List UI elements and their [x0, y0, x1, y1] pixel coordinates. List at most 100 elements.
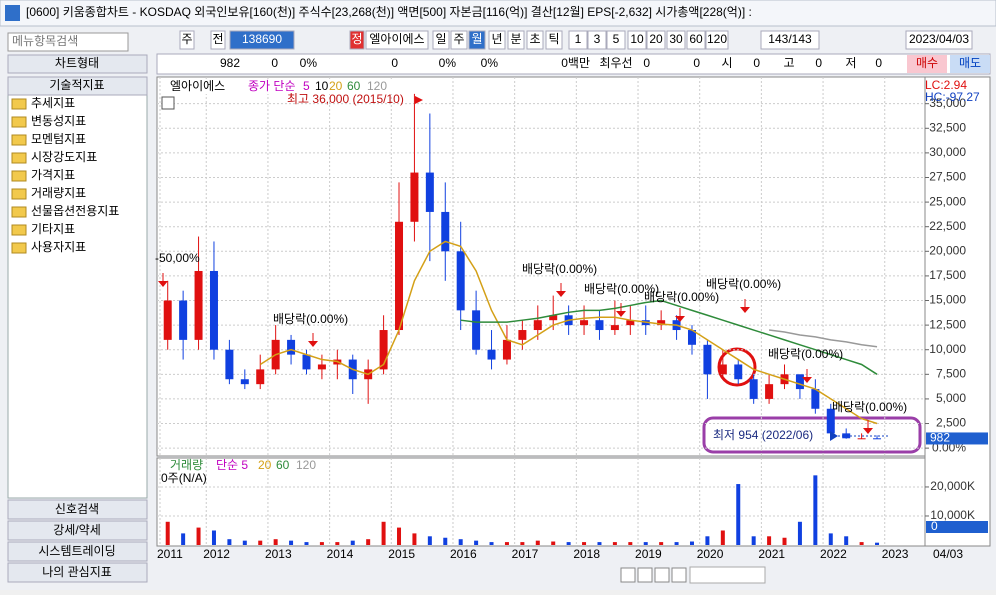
- volume-bar: [689, 541, 694, 545]
- info-value: 0%: [300, 56, 318, 70]
- toolbar-button[interactable]: [349, 30, 365, 50]
- info-value: 0: [875, 56, 882, 70]
- toolbar-label[interactable]: 143/143: [768, 32, 812, 46]
- folder-label[interactable]: 사용자지표: [31, 240, 86, 254]
- sell-button[interactable]: [950, 55, 990, 73]
- toolbar-label[interactable]: 정: [351, 32, 362, 46]
- volume-bar: [582, 542, 587, 545]
- folder-label[interactable]: 변동성지표: [31, 114, 86, 128]
- volume-bar: [520, 542, 525, 545]
- legend-item: 60: [347, 79, 361, 93]
- sidebar-button[interactable]: [7, 541, 148, 562]
- toolbar-button[interactable]: [365, 30, 429, 50]
- toolbar-button[interactable]: [468, 30, 486, 50]
- scroll-control[interactable]: [637, 567, 653, 583]
- toolbar-label[interactable]: 년: [491, 32, 502, 46]
- toolbar-label[interactable]: 1: [575, 32, 582, 46]
- toolbar-button[interactable]: [705, 30, 729, 50]
- folder-label[interactable]: 모멘텀지표: [31, 132, 86, 146]
- toolbar-button[interactable]: [666, 30, 686, 50]
- current-price-box: [926, 432, 988, 445]
- candle-body: [795, 374, 804, 390]
- sidebar-button[interactable]: [7, 520, 148, 541]
- info-value[interactable]: 매수: [916, 56, 938, 70]
- toolbar-button[interactable]: [526, 30, 544, 50]
- toolbar-label[interactable]: 틱: [548, 32, 559, 46]
- toolbar-label[interactable]: 3: [594, 32, 601, 46]
- buy-button[interactable]: [907, 55, 947, 73]
- sidebar-label[interactable]: 차트형태: [55, 56, 99, 70]
- search-box[interactable]: [7, 32, 129, 52]
- toolbar-button[interactable]: [686, 30, 706, 50]
- folder-label[interactable]: 추세지표: [31, 96, 75, 110]
- search-placeholder[interactable]: 메뉴항목검색: [12, 34, 78, 48]
- toolbar-label[interactable]: 30: [669, 32, 683, 46]
- toolbar-button[interactable]: [905, 30, 973, 50]
- sidebar-label[interactable]: 신호검색: [55, 502, 99, 516]
- toolbar-button[interactable]: [587, 30, 607, 50]
- toolbar-label[interactable]: 주: [181, 32, 192, 46]
- volume-panel: [156, 457, 926, 547]
- toolbar-button[interactable]: [179, 30, 195, 50]
- moving-average: [460, 299, 878, 375]
- sidebar-button[interactable]: [7, 76, 148, 96]
- moving-average: [768, 329, 878, 348]
- toolbar-label[interactable]: 120: [707, 32, 727, 46]
- toolbar-label[interactable]: 20: [649, 32, 663, 46]
- toolbar-button[interactable]: [432, 30, 450, 50]
- candle-body: [240, 379, 249, 385]
- toolbar-label[interactable]: 일: [435, 32, 446, 46]
- toolbar-label[interactable]: 엘아이에스: [369, 32, 424, 46]
- info-value[interactable]: 매도: [959, 56, 981, 70]
- scroll-track[interactable]: [689, 566, 766, 584]
- info-value: 0: [693, 56, 700, 70]
- toolbar-label[interactable]: 5: [613, 32, 620, 46]
- candle-body: [734, 364, 743, 380]
- sidebar-button[interactable]: [7, 499, 148, 520]
- sidebar-button[interactable]: [7, 54, 148, 74]
- scroll-control[interactable]: [620, 567, 636, 583]
- toolbar-label[interactable]: 초: [529, 32, 540, 46]
- toolbar-label[interactable]: 주: [453, 32, 464, 46]
- toolbar-button[interactable]: [450, 30, 468, 50]
- toolbar-button[interactable]: [545, 30, 563, 50]
- scroll-bar[interactable]: [157, 565, 990, 585]
- sidebar-button[interactable]: [7, 562, 148, 583]
- toolbar-label[interactable]: 분: [510, 32, 521, 46]
- sidebar-label[interactable]: 강세/약세: [53, 522, 101, 537]
- candle-body: [610, 325, 619, 331]
- volume-bar: [258, 540, 263, 545]
- folder-label[interactable]: 시장강도지표: [31, 150, 97, 164]
- scroll-control[interactable]: [671, 567, 687, 583]
- scroll-control[interactable]: [654, 567, 670, 583]
- toolbar-button[interactable]: [760, 30, 820, 50]
- toolbar-button[interactable]: [646, 30, 666, 50]
- toolbar-button[interactable]: [627, 30, 647, 50]
- folder-icon: [11, 152, 27, 164]
- folder-label[interactable]: 가격지표: [31, 168, 75, 182]
- toolbar-button[interactable]: [507, 30, 525, 50]
- toolbar-label[interactable]: 60: [689, 32, 703, 46]
- legend-item: 60: [276, 458, 290, 472]
- toolbar-label[interactable]: 2023/04/03: [909, 32, 969, 46]
- toolbar-button[interactable]: [606, 30, 626, 50]
- folder-label[interactable]: 기타지표: [31, 222, 75, 236]
- sidebar-label[interactable]: 시스템트레이딩: [38, 544, 115, 558]
- toolbar-label[interactable]: 전: [212, 32, 223, 46]
- legend-item: 120: [367, 79, 387, 93]
- toolbar-button[interactable]: [568, 30, 588, 50]
- toolbar-button[interactable]: [488, 30, 506, 50]
- toolbar-button[interactable]: [210, 30, 226, 50]
- volume-bar: [304, 542, 309, 545]
- toolbar-label[interactable]: 10: [630, 32, 644, 46]
- folder-icon: [11, 170, 27, 182]
- sidebar-label[interactable]: 기술적지표: [49, 78, 104, 92]
- folder-label[interactable]: 거래량지표: [31, 186, 86, 200]
- folder-label[interactable]: 선물옵션전용지표: [31, 204, 119, 218]
- toolbar-button[interactable]: [229, 30, 295, 50]
- toolbar-label[interactable]: 138690: [242, 32, 282, 46]
- candle-body: [703, 344, 712, 375]
- sidebar-label[interactable]: 나의 관심지표: [42, 565, 112, 579]
- toolbar-label[interactable]: 월: [471, 32, 482, 46]
